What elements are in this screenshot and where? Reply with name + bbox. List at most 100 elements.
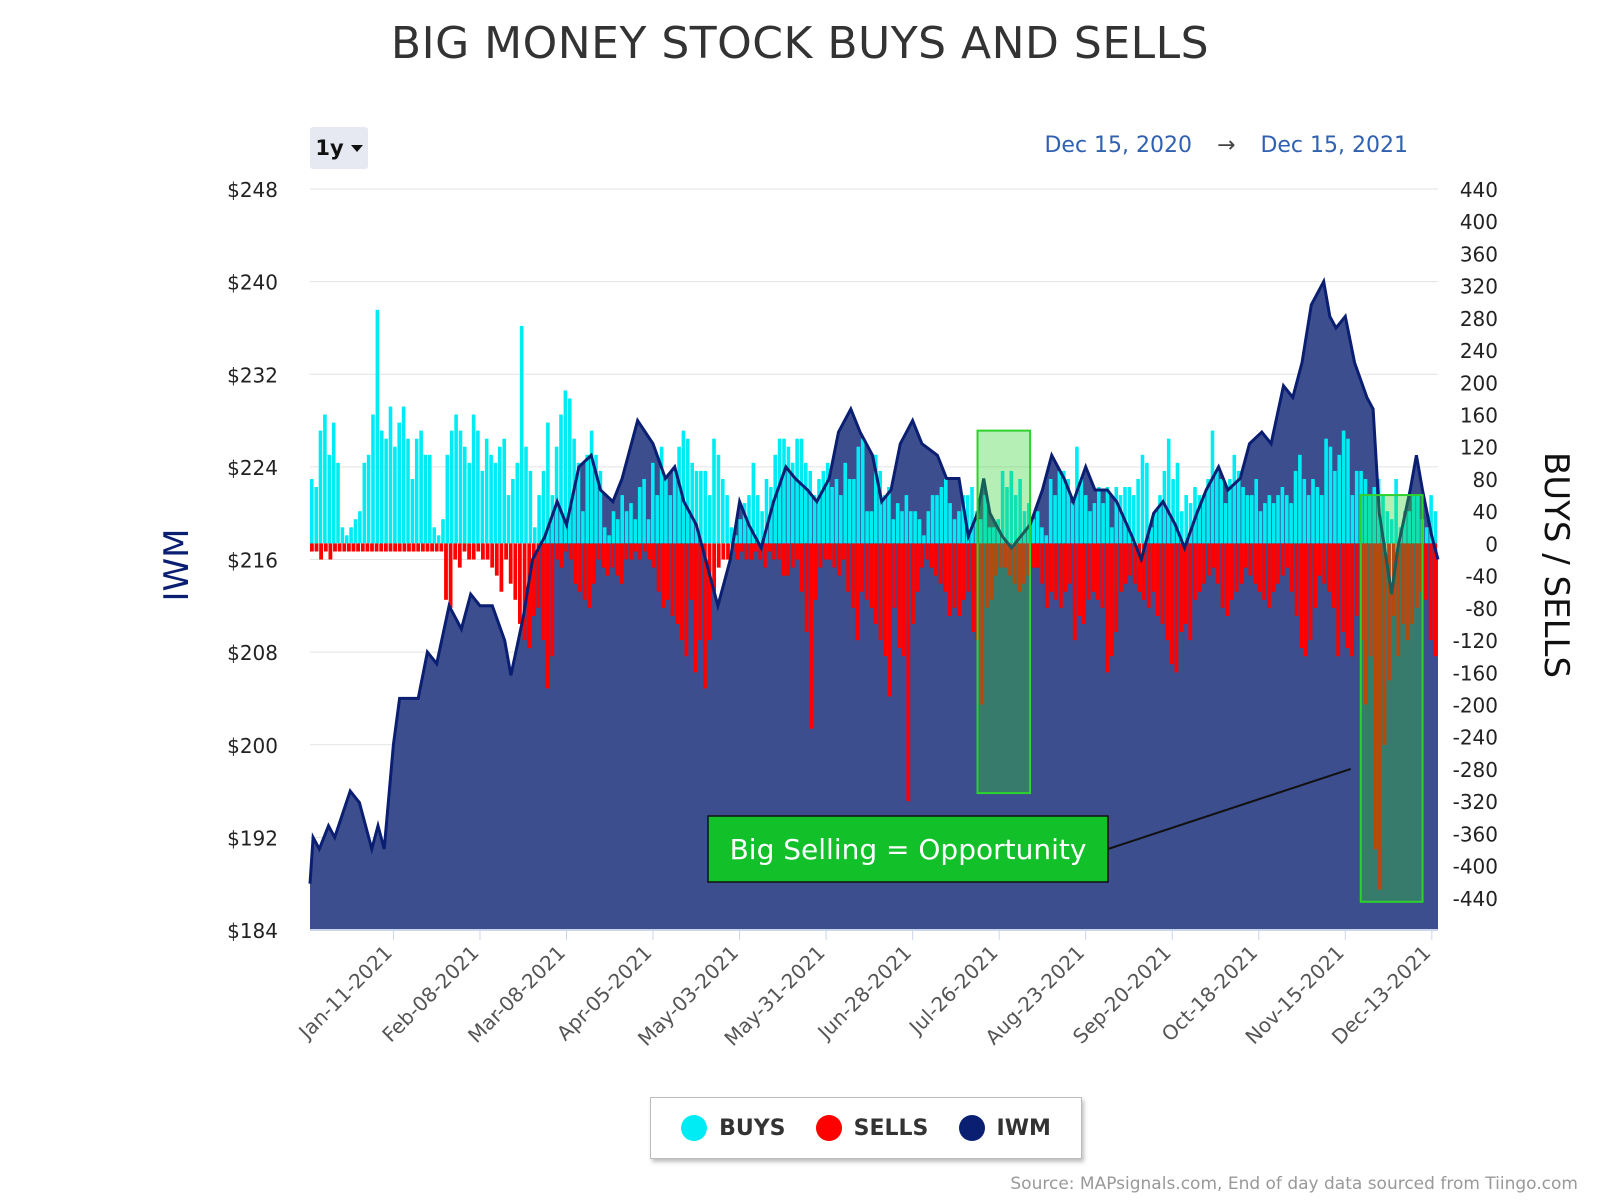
buys-bar: [751, 462, 756, 544]
sells-bar: [439, 543, 444, 552]
sells-bar: [411, 543, 416, 552]
buys-bar: [1070, 503, 1075, 544]
buys-bar: [681, 430, 686, 544]
buys-bar: [860, 438, 865, 544]
buys-bar: [336, 462, 340, 544]
legend-item-buys[interactable]: BUYS: [681, 1115, 786, 1141]
left-axis-title: IWM: [157, 529, 197, 602]
right-tick-label: -360: [1453, 822, 1498, 846]
buys-bar: [1040, 527, 1044, 544]
date-range-end[interactable]: Dec 15, 2021: [1260, 133, 1408, 158]
sells-bar: [957, 543, 961, 616]
sells-bar: [739, 543, 744, 552]
sells-bar: [915, 543, 920, 592]
sells-bar: [712, 543, 716, 592]
annotation-connector: [1107, 767, 1352, 850]
sells-bar: [638, 543, 642, 560]
buys-bar: [384, 438, 388, 544]
buys-bar: [454, 414, 458, 544]
buys-bar: [449, 430, 454, 544]
sells-bar: [813, 543, 818, 600]
sells-bar: [407, 543, 411, 552]
iwm-line: [308, 277, 1440, 884]
buys-bar: [1289, 503, 1293, 544]
buys-bar: [1215, 470, 1219, 544]
sells-bar: [1095, 543, 1100, 600]
legend-item-sells[interactable]: SELLS: [815, 1115, 928, 1141]
sells-bar: [1405, 543, 1410, 641]
buys-bar: [1416, 495, 1420, 544]
sells-bar: [934, 543, 938, 576]
right-tick-label: 0: [1485, 532, 1498, 556]
legend-label-iwm: IWM: [996, 1115, 1051, 1141]
sells-bar: [453, 543, 458, 560]
buys-bar: [677, 446, 681, 544]
sells-bar: [592, 543, 596, 584]
left-tick-label: $192: [227, 826, 278, 850]
buys-bar: [371, 414, 375, 544]
buys-bar: [1276, 495, 1280, 544]
sells-bar: [633, 543, 638, 552]
buys-bar: [620, 495, 624, 544]
buys-bar: [1433, 511, 1438, 544]
sells-bar: [374, 543, 379, 552]
buys-bar: [607, 535, 611, 544]
buys-bar: [345, 535, 349, 544]
sells-bar: [698, 543, 703, 641]
buys-bar: [1114, 487, 1119, 544]
sells-bar: [1327, 543, 1331, 592]
legend-label-buys: BUYS: [719, 1115, 786, 1141]
sells-bar: [961, 543, 966, 600]
sells-bar: [1183, 543, 1188, 624]
sells-bar: [642, 543, 647, 552]
sells-bar: [545, 543, 550, 689]
buys-bar: [1306, 495, 1311, 544]
right-tick-label: -80: [1465, 597, 1498, 621]
buys-bar: [992, 527, 996, 544]
range-selector-button[interactable]: 1y: [310, 127, 368, 169]
sells-bar: [1303, 543, 1308, 657]
buys-bar: [978, 519, 983, 544]
buys-bar: [1201, 495, 1206, 544]
sells-bar: [1179, 543, 1183, 632]
buys-bar: [1407, 511, 1411, 544]
sells-bar: [1253, 543, 1257, 584]
sells-bar: [555, 543, 559, 560]
buys-bar: [655, 495, 659, 544]
buys-bar: [817, 479, 821, 544]
buys-bar: [533, 527, 537, 544]
sells-bar: [1308, 543, 1313, 641]
sells-bar: [587, 543, 592, 608]
buys-bar: [463, 446, 467, 544]
sells-bar: [559, 543, 564, 568]
iwm-dot-icon: [958, 1115, 985, 1141]
legend-item-iwm[interactable]: IWM: [958, 1115, 1051, 1141]
buys-bar: [1236, 470, 1241, 544]
sells-bar: [1082, 543, 1086, 624]
buys-bar: [419, 430, 423, 544]
sells-bar: [1211, 543, 1216, 568]
sells-bar: [481, 543, 485, 560]
buys-bar: [1337, 454, 1341, 544]
buys-bar: [764, 479, 769, 544]
date-range-start[interactable]: Dec 15, 2020: [1044, 133, 1193, 158]
buys-bar: [576, 462, 581, 544]
buys-bar: [668, 495, 673, 544]
buys-bar: [1005, 487, 1009, 544]
buys-bar: [1341, 430, 1346, 544]
buys-bar: [1105, 487, 1110, 544]
sells-bar: [652, 543, 656, 568]
sells-bar: [444, 543, 448, 600]
sells-bar: [901, 543, 906, 657]
buys-bar: [882, 495, 887, 544]
buys-bar: [1368, 495, 1372, 544]
sells-bar: [615, 543, 619, 576]
sells-bar: [943, 543, 948, 592]
highlight-region: [1359, 494, 1424, 903]
sells-bar: [832, 543, 837, 568]
left-tick-label: $224: [227, 456, 278, 480]
sells-bar: [980, 543, 985, 705]
buys-bar: [581, 511, 585, 544]
buys-bar: [738, 519, 743, 544]
